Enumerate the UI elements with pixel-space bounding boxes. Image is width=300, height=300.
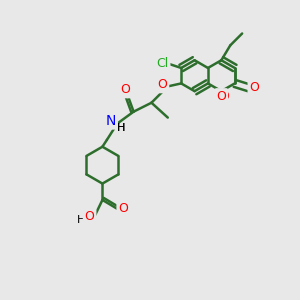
Text: H: H	[117, 123, 125, 133]
Text: O: O	[249, 81, 259, 94]
Text: O: O	[158, 78, 167, 92]
Text: O: O	[158, 78, 167, 92]
Text: O: O	[120, 83, 130, 97]
Text: O: O	[118, 202, 128, 215]
Text: O: O	[85, 210, 94, 224]
Text: O: O	[249, 81, 259, 94]
Text: O: O	[216, 90, 226, 103]
Text: N: N	[106, 114, 116, 128]
Text: Cl: Cl	[156, 57, 169, 70]
Text: O: O	[118, 202, 128, 215]
Text: N: N	[106, 114, 116, 128]
Text: H: H	[117, 123, 125, 133]
Text: Cl: Cl	[156, 57, 169, 70]
Text: H: H	[77, 215, 85, 225]
Text: N: N	[106, 114, 116, 127]
Text: O: O	[219, 90, 229, 103]
Text: O: O	[85, 210, 94, 224]
Text: O: O	[120, 83, 130, 97]
